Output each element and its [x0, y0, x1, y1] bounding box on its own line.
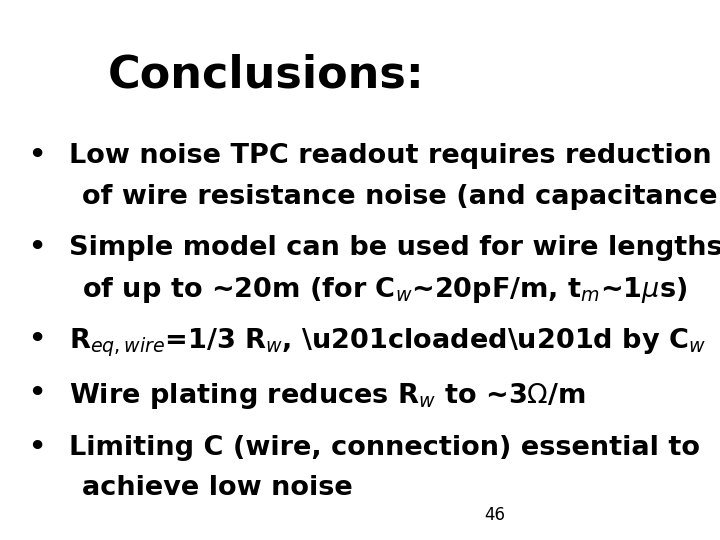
Text: •: • — [29, 235, 46, 261]
Text: •: • — [29, 381, 46, 407]
Text: of wire resistance noise (and capacitance!): of wire resistance noise (and capacitanc… — [82, 184, 720, 210]
Text: Low noise TPC readout requires reduction: Low noise TPC readout requires reduction — [69, 143, 711, 169]
Text: •: • — [29, 143, 46, 169]
Text: Limiting C (wire, connection) essential to: Limiting C (wire, connection) essential … — [69, 435, 700, 461]
Text: Wire plating reduces R$_w$ to ~3$\Omega$/m: Wire plating reduces R$_w$ to ~3$\Omega$… — [69, 381, 586, 411]
Text: achieve low noise: achieve low noise — [82, 475, 353, 501]
Text: Conclusions:: Conclusions: — [107, 54, 424, 97]
Text: of up to ~20m (for C$_w$~20pF/m, t$_m$~1$\mu$s): of up to ~20m (for C$_w$~20pF/m, t$_m$~1… — [82, 275, 688, 306]
Text: •: • — [29, 435, 46, 461]
Text: R$_{eq,wire}$=1/3 R$_w$, \u201cloaded\u201d by C$_w$: R$_{eq,wire}$=1/3 R$_w$, \u201cloaded\u2… — [69, 327, 706, 359]
Text: 46: 46 — [484, 506, 505, 524]
Text: Simple model can be used for wire lengths: Simple model can be used for wire length… — [69, 235, 720, 261]
Text: •: • — [29, 327, 46, 353]
